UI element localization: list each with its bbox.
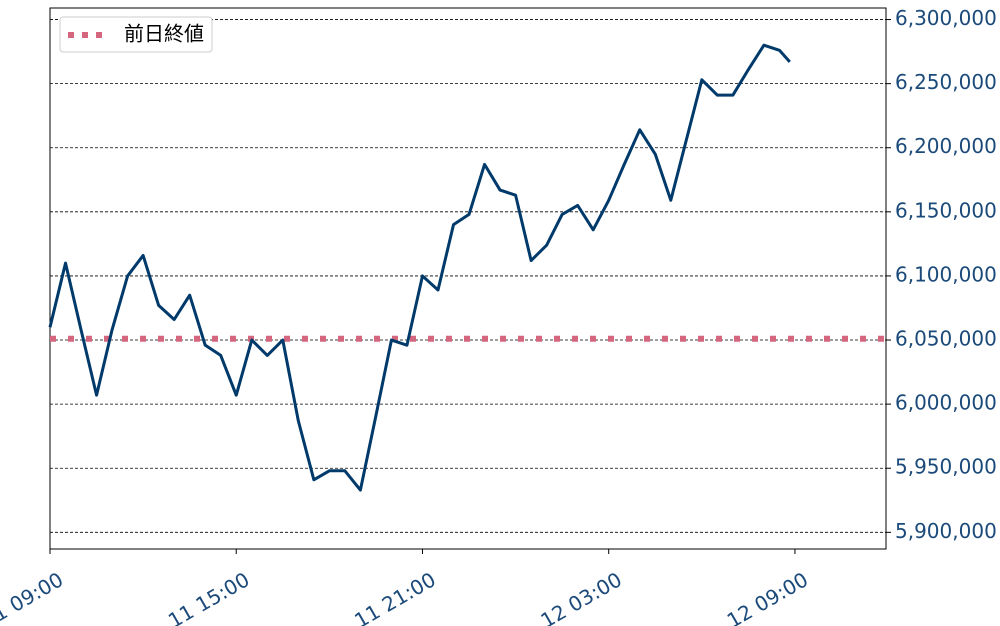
legend-box <box>59 16 213 53</box>
y-tick-label: 6,200,000 <box>895 134 997 158</box>
x-tick-label: 11 21:00 <box>350 567 439 626</box>
price-line <box>48 43 791 492</box>
y-tick-label: 6,100,000 <box>895 262 997 286</box>
y-tick-label: 5,950,000 <box>895 455 997 479</box>
legend-label: 前日終値 <box>124 22 204 46</box>
x-tick-label: 11 09:00 <box>0 567 67 626</box>
x-tick-label: 11 15:00 <box>164 567 253 626</box>
y-tick-label: 6,300,000 <box>895 6 997 30</box>
plot-frame <box>49 7 887 550</box>
y-tick-label: 6,250,000 <box>895 70 997 94</box>
x-tick-label: 12 03:00 <box>536 567 625 626</box>
y-tick-label: 5,900,000 <box>895 519 997 543</box>
y-tick-label: 6,050,000 <box>895 327 997 351</box>
y-tick-label: 6,000,000 <box>895 391 997 415</box>
x-tick-label: 12 09:00 <box>723 567 812 626</box>
y-tick-label: 6,150,000 <box>895 198 997 222</box>
legend: 前日終値 <box>59 16 213 53</box>
